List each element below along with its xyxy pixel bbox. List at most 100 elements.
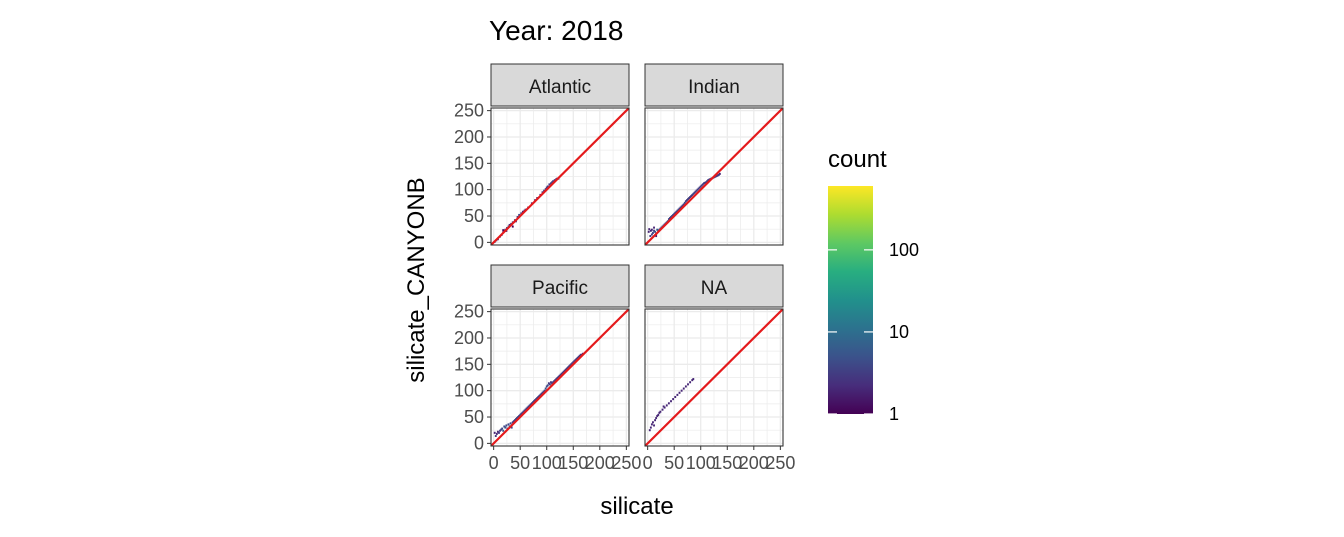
heatmap-bin [572, 361, 575, 364]
heatmap-bin [655, 235, 658, 238]
heatmap-bin [649, 426, 652, 429]
heatmap-bin [552, 381, 555, 384]
heatmap-bin [554, 379, 557, 382]
heatmap-bin [550, 182, 552, 185]
heatmap-bin [569, 364, 572, 367]
heatmap-bin [692, 192, 695, 195]
heatmap-bin [687, 198, 689, 201]
x-tick-label: 50 [664, 453, 684, 473]
heatmap-bin [500, 428, 503, 431]
heatmap-bin [682, 203, 685, 206]
facet-na: NA [644, 264, 784, 450]
heatmap-bin [541, 391, 544, 394]
heatmap-bin [649, 235, 652, 238]
panel-border [490, 308, 630, 447]
x-tick-label: 0 [643, 453, 653, 473]
heatmap-bin [717, 173, 720, 176]
heatmap-bin [523, 409, 526, 412]
heatmap-bin [674, 211, 677, 214]
heatmap-bin [551, 382, 553, 385]
heatmap-bin [672, 213, 675, 216]
panel-border [644, 308, 784, 447]
y-axis-ticks: 0 50 100 150 200 250 0 50 100 150 200 250 [454, 101, 484, 454]
heatmap-bin [674, 395, 677, 399]
facet-strip [490, 63, 630, 107]
heatmap-bin [525, 407, 528, 410]
heatmap-bin [520, 212, 523, 215]
panel-border [644, 107, 784, 246]
heatmap-bin [650, 228, 653, 231]
heatmap-bin [511, 225, 514, 228]
heatmap-bin [678, 207, 681, 210]
heatmap-bin [511, 421, 514, 424]
heatmap-bin [552, 180, 555, 183]
heatmap-bin [681, 204, 684, 207]
x-tick-label: 100 [532, 453, 562, 473]
heatmap-bin [698, 186, 701, 189]
heatmap-bin [571, 362, 574, 365]
heatmap-bin [688, 197, 690, 200]
heatmap-bin [671, 214, 673, 218]
x-tick-label: 250 [611, 453, 641, 473]
heatmap-bin [659, 410, 662, 413]
heatmap-bin [689, 196, 692, 199]
heatmap-bin [715, 174, 718, 178]
facet-atlantic: Atlantic [487, 63, 630, 246]
y-tick-label: 0 [474, 433, 484, 453]
heatmap-bin [544, 387, 547, 390]
heatmap-bin [577, 355, 580, 358]
heatmap-bin [553, 179, 556, 182]
heatmap-bin [700, 184, 703, 187]
heatmap-bin [574, 359, 577, 362]
heatmap-bin [516, 216, 519, 219]
heatmap-bin [691, 379, 694, 382]
heatmap-bin [515, 418, 517, 421]
heatmap-bin [652, 231, 654, 234]
legend-tick-label: 100 [889, 240, 919, 260]
heatmap-bin [502, 429, 505, 432]
heatmap-bin [579, 353, 582, 356]
y-tick-label: 250 [454, 302, 484, 322]
x-tick-label: 100 [686, 453, 716, 473]
heatmap-bin [683, 201, 686, 204]
heatmap-bin [521, 210, 524, 213]
heatmap-bin [532, 401, 534, 404]
heatmap-bin [653, 424, 655, 427]
heatmap-bin [517, 415, 519, 419]
heatmap-bin [682, 387, 685, 390]
heatmap-bin [676, 209, 679, 212]
heatmap-bin [702, 182, 705, 185]
heatmap-bin [667, 402, 670, 405]
heatmap-bin [555, 378, 558, 381]
y-tick-label: 50 [464, 407, 484, 427]
heatmap-bin [684, 200, 687, 203]
chart-title: Year: 2018 [489, 15, 623, 46]
heatmap-bin [499, 429, 501, 432]
heatmap-bin [686, 199, 688, 202]
heatmap-bin [657, 413, 660, 416]
y-tick-label: 200 [454, 127, 484, 147]
heatmap-bin [541, 191, 544, 194]
heatmap-bin [538, 394, 541, 397]
heatmap-bin [695, 189, 698, 192]
heatmap-bin [558, 374, 561, 377]
facet-pacific: Pacific [487, 264, 630, 450]
heatmap-bin [564, 368, 567, 371]
heatmap-bin [650, 233, 653, 236]
heatmap-bin [496, 430, 499, 433]
heatmap-bin [559, 373, 562, 376]
heatmap-bin [718, 172, 721, 175]
heatmap-bin [556, 376, 559, 380]
facet-strip [644, 63, 784, 107]
heatmap-bin [527, 405, 530, 408]
heatmap-bin [530, 402, 533, 405]
color-legend: count 1 10 100 [828, 146, 919, 424]
facet-panels: Atlantic Indian Pacific NA [487, 63, 784, 450]
heatmap-bin [543, 389, 546, 392]
heatmap-bin [665, 404, 668, 407]
facet-strip [644, 264, 784, 308]
heatmap-bin [507, 423, 510, 426]
heatmap-bin [553, 380, 556, 383]
heatmap-bin [546, 384, 549, 387]
heatmap-bin [510, 426, 513, 429]
